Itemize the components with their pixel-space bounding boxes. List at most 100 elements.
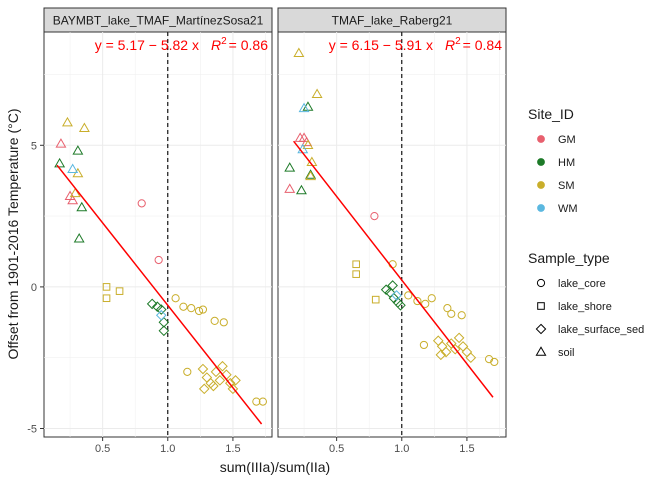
- data-point: [443, 304, 452, 313]
- data-point: [457, 311, 466, 320]
- data-point: [465, 352, 477, 364]
- data-point: [183, 367, 192, 376]
- r-squared-value-2: = 0.84: [463, 37, 503, 53]
- data-point: [284, 183, 296, 193]
- data-point: [154, 255, 163, 265]
- x-axis-title: sum(IIIa)/sum(IIa): [220, 459, 330, 475]
- data-point: [67, 163, 79, 174]
- legend-label-soil: soil: [558, 347, 575, 359]
- data-point: [230, 375, 241, 386]
- data-point: [102, 294, 111, 303]
- y-tick-label: -5: [27, 424, 37, 436]
- legend-key-hm: [537, 158, 545, 166]
- y-tick-label: 5: [31, 140, 37, 152]
- equation-text-2: y = 6.15 − 5.91 x: [329, 37, 433, 53]
- y-axis-title: Offset from 1901-2016 Temperature (°C): [5, 109, 21, 360]
- regression-line-2: [293, 140, 494, 398]
- data-point: [305, 169, 317, 179]
- data-point: [311, 88, 323, 99]
- site-legend: Site_ID GM HM SM WM: [528, 106, 578, 215]
- data-point: [137, 199, 146, 208]
- data-point: [305, 170, 317, 181]
- data-point: [302, 139, 314, 149]
- legend-key-square: [537, 302, 545, 310]
- regression-line: [56, 164, 263, 425]
- data-point: [227, 383, 239, 395]
- legend-label-lake-core: lake_core: [558, 278, 606, 290]
- facet-panel-2: TMAF_lake_Raberg21 y = 6.15 − 5.91 x R2 = …: [277, 7, 507, 438]
- r-squared-symbol-1: R: [211, 37, 221, 53]
- x-tick-label: 1.5: [225, 443, 240, 455]
- plot-panel-2: [277, 31, 507, 438]
- data-point: [293, 47, 305, 57]
- legend-label-hm: HM: [558, 157, 575, 169]
- data-point: [449, 343, 461, 355]
- data-point: [72, 145, 84, 155]
- data-point: [155, 309, 167, 321]
- x-tick-label: 0.5: [329, 443, 344, 455]
- x-axis: 0.5 1.0 1.5 0.5 1.0 1.5: [95, 437, 475, 455]
- legend-key-wm: [537, 204, 545, 212]
- data-point: [61, 116, 73, 127]
- site-legend-title: Site_ID: [528, 106, 574, 122]
- legend-label-sm: SM: [558, 180, 575, 192]
- facet-strip-label-2: TMAF_lake_Raberg21: [332, 14, 453, 28]
- data-points-2: [284, 47, 499, 367]
- data-point: [413, 296, 422, 306]
- data-point: [217, 360, 228, 372]
- gridlines-2: [278, 32, 506, 437]
- data-point: [404, 291, 413, 300]
- data-point: [214, 375, 226, 386]
- data-point: [395, 299, 406, 311]
- x-tick-label: 1.0: [394, 443, 409, 455]
- y-axis: -5 0 5: [27, 140, 44, 436]
- data-point: [187, 304, 196, 313]
- legend-key-triangle: [535, 346, 547, 356]
- facet-strip-2: [277, 7, 507, 33]
- regression-line-1: [56, 164, 263, 425]
- x-tick-label: 1.5: [459, 443, 474, 455]
- data-point: [155, 304, 167, 315]
- data-point: [73, 232, 85, 243]
- legend-label-wm: WM: [558, 203, 578, 215]
- legend-label-gm: GM: [558, 134, 576, 146]
- data-point: [208, 380, 219, 392]
- legend-key-sm: [537, 181, 545, 189]
- equation-text-1: y = 5.17 − 5.82 x: [95, 37, 199, 53]
- data-points-1: [54, 116, 267, 406]
- regression-equation-2: y = 6.15 − 5.91 x R2 = 0.84: [329, 36, 503, 53]
- data-point: [258, 397, 267, 406]
- data-point: [391, 290, 402, 301]
- legend-label-lake-shore: lake_shore: [558, 301, 612, 313]
- plot-panel-1: [43, 31, 273, 438]
- x-tick-label: 1.0: [160, 443, 175, 455]
- data-point: [284, 162, 296, 172]
- data-point: [252, 397, 261, 406]
- data-point: [69, 187, 81, 198]
- data-point: [352, 260, 360, 269]
- data-point: [197, 363, 209, 375]
- data-point: [179, 302, 188, 311]
- data-point: [76, 201, 88, 212]
- data-point: [67, 194, 79, 205]
- regression-equation-1: y = 5.17 − 5.82 x R2 = 0.86: [95, 36, 269, 53]
- data-point: [435, 349, 447, 361]
- data-point: [453, 332, 465, 344]
- sample-type-legend: Sample_type lake_core lake_shore lake_surf…: [528, 250, 644, 359]
- data-point: [78, 122, 90, 132]
- data-point: [440, 346, 452, 358]
- data-point: [146, 298, 158, 310]
- gridlines-1: [44, 32, 272, 437]
- legend-key-diamond: [535, 323, 547, 335]
- data-point: [198, 383, 210, 395]
- data-point: [102, 283, 111, 291]
- data-point: [370, 211, 379, 221]
- legend-label-lake-surface-sed: lake_surface_sed: [558, 324, 644, 336]
- y-tick-label: 0: [31, 282, 37, 294]
- facet-strip-1: [43, 7, 273, 33]
- r-squared-value-1: = 0.86: [229, 37, 269, 53]
- regression-line: [293, 140, 494, 398]
- data-point: [447, 309, 456, 318]
- r-squared-exponent-1: 2: [221, 36, 227, 47]
